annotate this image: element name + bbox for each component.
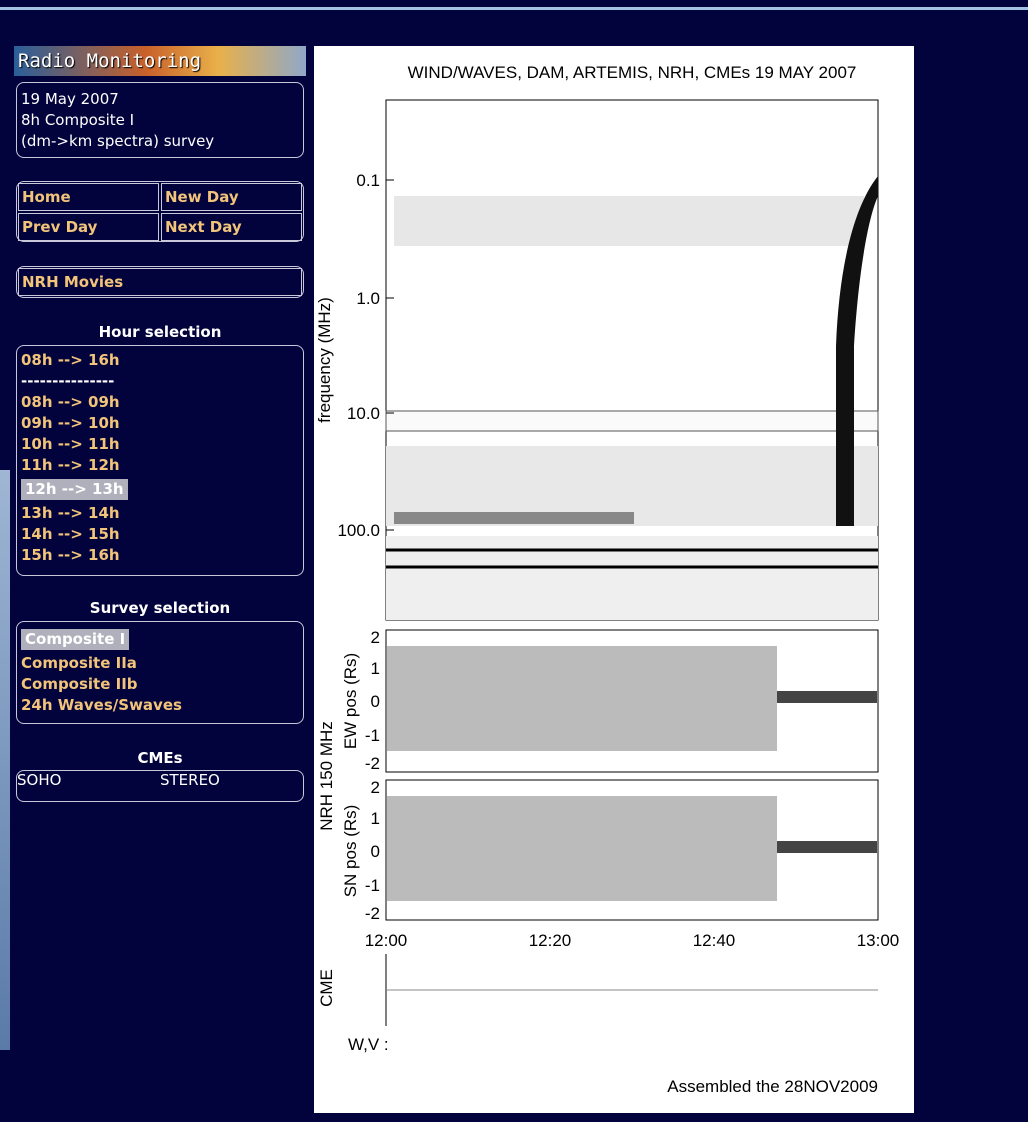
hour-link[interactable]: 08h --> 16h xyxy=(21,350,299,371)
pos-tick-label: -2 xyxy=(365,904,380,923)
pos-tick-label: 0 xyxy=(371,692,380,711)
nrh-label: NRH 150 MHz xyxy=(317,721,336,831)
info-line: (dm->km spectra) survey xyxy=(21,131,299,152)
pos-tick-label: 1 xyxy=(371,809,380,828)
time-tick-label: 13:00 xyxy=(857,931,900,950)
survey-link[interactable]: Composite IIb xyxy=(21,674,299,695)
movies-box: NRH Movies xyxy=(16,266,304,298)
figure-title: WIND/WAVES, DAM, ARTEMIS, NRH, CMEs 19 M… xyxy=(408,63,857,82)
freq-tick-label: 0.1 xyxy=(356,171,380,190)
ew-shade xyxy=(387,646,777,751)
nav-link[interactable]: Home xyxy=(18,183,159,211)
freq-tick-label: 100.0 xyxy=(337,521,380,540)
page: Radio Monitoring 19 May 20078h Composite… xyxy=(0,0,1028,1122)
info-line: 8h Composite I xyxy=(21,110,299,131)
time-tick-label: 12:00 xyxy=(365,931,408,950)
hour-link[interactable]: 09h --> 10h xyxy=(21,413,299,434)
nav-link[interactable]: Prev Day xyxy=(18,213,159,241)
hour-heading: Hour selection xyxy=(14,323,306,341)
survey-heading: Survey selection xyxy=(14,599,306,617)
survey-link[interactable]: Composite I xyxy=(21,629,129,650)
cme-link[interactable]: STEREO xyxy=(160,771,303,801)
logo: Radio Monitoring xyxy=(14,46,306,76)
cme-link[interactable]: SOHO xyxy=(17,771,160,801)
ew-label: EW pos (Rs) xyxy=(341,653,360,749)
pos-tick-label: 0 xyxy=(371,842,380,861)
hour-link[interactable]: 10h --> 11h xyxy=(21,434,299,455)
burst-row xyxy=(394,512,634,524)
freq-tick-label: 1.0 xyxy=(356,289,380,308)
time-tick-label: 12:40 xyxy=(693,931,736,950)
cme-label: CME xyxy=(317,969,336,1007)
wv-label: W,V : xyxy=(348,1035,389,1054)
background-strip xyxy=(0,470,10,1050)
info-line: 19 May 2007 xyxy=(21,89,299,110)
sn-shade xyxy=(387,796,777,901)
pos-tick-label: 2 xyxy=(371,778,380,797)
top-rule xyxy=(0,7,1028,10)
hour-link[interactable]: 12h --> 13h xyxy=(21,479,128,500)
footer: Assembled the 28NOV2009 xyxy=(667,1077,878,1096)
band-gap xyxy=(386,411,878,431)
hour-link[interactable]: 11h --> 12h xyxy=(21,455,299,476)
pos-tick-label: -1 xyxy=(365,876,380,895)
hour-link[interactable]: 14h --> 15h xyxy=(21,524,299,545)
spectrogram xyxy=(386,100,878,620)
survey-link[interactable]: Composite IIa xyxy=(21,653,299,674)
hour-link[interactable]: 08h --> 09h xyxy=(21,392,299,413)
freq-tick-label: 10.0 xyxy=(347,404,380,423)
figure: WIND/WAVES, DAM, ARTEMIS, NRH, CMEs 19 M… xyxy=(314,46,914,1113)
ew-track xyxy=(777,691,877,703)
sn-track xyxy=(777,841,877,853)
separator: --------------- xyxy=(21,371,299,392)
time-tick-label: 12:20 xyxy=(529,931,572,950)
sn-label: SN pos (Rs) xyxy=(341,805,360,898)
nav-link[interactable]: New Day xyxy=(161,183,302,211)
dam-band xyxy=(394,196,864,246)
pos-tick-label: 2 xyxy=(371,628,380,647)
movies-link[interactable]: NRH Movies xyxy=(18,268,302,296)
pos-tick-label: -1 xyxy=(365,726,380,745)
freq-axis-label: frequency (MHz) xyxy=(315,297,334,423)
hour-link[interactable]: 15h --> 16h xyxy=(21,545,299,566)
hour-link[interactable]: 13h --> 14h xyxy=(21,503,299,524)
cme-heading: CMEs xyxy=(14,749,306,767)
pos-tick-label: 1 xyxy=(371,659,380,678)
nav-link[interactable]: Next Day xyxy=(161,213,302,241)
survey-link[interactable]: 24h Waves/Swaves xyxy=(21,695,299,716)
pos-tick-label: -2 xyxy=(365,754,380,773)
